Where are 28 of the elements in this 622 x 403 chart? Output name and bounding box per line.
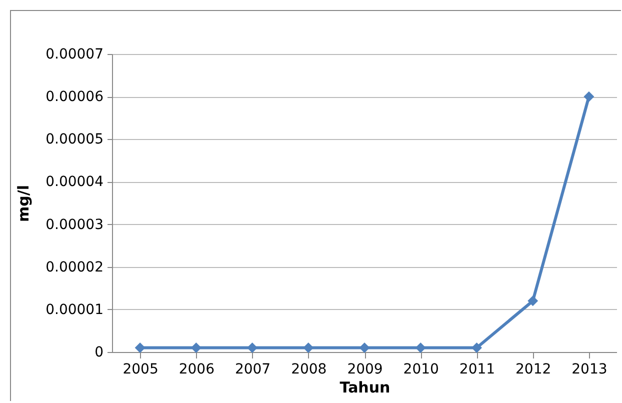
point (471, 342, 482, 353)
point (134, 342, 146, 353)
x-tick-label: 2009 (347, 362, 383, 378)
x-tick-label: 2010 (403, 362, 439, 378)
y-tick-label: 0.00007 (46, 46, 104, 62)
y-tick-label: 0.00002 (46, 259, 104, 276)
point (359, 342, 370, 353)
x-axis-title: Tahun (340, 378, 390, 396)
y-tick-label: 0.00003 (46, 216, 104, 233)
y-tick-label: 0.00005 (46, 132, 104, 148)
point (415, 342, 426, 353)
y-tick-label: 0.00006 (46, 89, 104, 106)
x-tick-label: 2011 (459, 362, 496, 378)
x-tick-label: 2007 (234, 362, 271, 378)
x-tick-label: 2013 (572, 362, 608, 378)
y-tick-label: 0.00001 (46, 302, 104, 318)
y-tick-label: 0.00004 (46, 174, 104, 190)
x-tick-label: 2005 (122, 362, 158, 378)
point (528, 296, 538, 306)
point (247, 342, 258, 353)
x-tick-label: 2006 (178, 362, 215, 378)
point (190, 342, 202, 353)
point (584, 91, 594, 102)
point (303, 342, 314, 353)
y-axis-title: mg/l (14, 185, 33, 222)
y-tick-label: 0 (94, 344, 104, 360)
x-tick-label: 2012 (516, 362, 552, 378)
x-tick-label: 2008 (291, 362, 327, 378)
